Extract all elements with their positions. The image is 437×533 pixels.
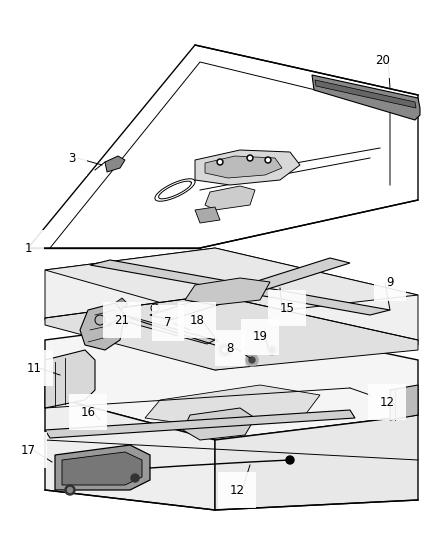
Polygon shape bbox=[195, 150, 300, 185]
Polygon shape bbox=[195, 207, 220, 223]
Circle shape bbox=[219, 344, 231, 356]
Circle shape bbox=[267, 158, 270, 161]
Polygon shape bbox=[145, 385, 320, 428]
Polygon shape bbox=[115, 298, 128, 310]
Polygon shape bbox=[45, 248, 418, 370]
Text: 1: 1 bbox=[24, 241, 32, 254]
Circle shape bbox=[249, 357, 255, 363]
Polygon shape bbox=[28, 45, 418, 248]
Polygon shape bbox=[90, 260, 390, 315]
Polygon shape bbox=[105, 156, 125, 172]
Circle shape bbox=[246, 354, 258, 366]
Circle shape bbox=[217, 342, 233, 358]
Text: 15: 15 bbox=[280, 302, 295, 314]
Polygon shape bbox=[390, 385, 418, 420]
Polygon shape bbox=[45, 395, 215, 510]
Circle shape bbox=[218, 160, 222, 164]
Circle shape bbox=[131, 474, 139, 482]
Circle shape bbox=[223, 348, 227, 352]
Polygon shape bbox=[315, 80, 416, 108]
Polygon shape bbox=[45, 410, 355, 438]
Circle shape bbox=[221, 346, 229, 354]
Polygon shape bbox=[205, 156, 282, 178]
Circle shape bbox=[265, 157, 271, 163]
Circle shape bbox=[286, 456, 294, 464]
Text: 3: 3 bbox=[68, 151, 76, 165]
Text: 20: 20 bbox=[375, 53, 390, 67]
Polygon shape bbox=[150, 258, 350, 320]
Polygon shape bbox=[120, 316, 215, 344]
Circle shape bbox=[65, 485, 75, 495]
Polygon shape bbox=[62, 452, 142, 485]
Polygon shape bbox=[215, 415, 418, 510]
Polygon shape bbox=[80, 303, 125, 350]
Circle shape bbox=[247, 155, 253, 161]
Polygon shape bbox=[45, 350, 95, 408]
Circle shape bbox=[67, 488, 73, 492]
Polygon shape bbox=[185, 278, 270, 305]
Circle shape bbox=[249, 157, 252, 159]
Text: 18: 18 bbox=[190, 313, 205, 327]
Circle shape bbox=[267, 345, 277, 355]
Text: 21: 21 bbox=[114, 313, 129, 327]
Polygon shape bbox=[205, 186, 255, 210]
Polygon shape bbox=[45, 318, 418, 440]
Polygon shape bbox=[55, 445, 150, 490]
Text: 16: 16 bbox=[80, 406, 96, 418]
Polygon shape bbox=[312, 75, 420, 120]
Text: 19: 19 bbox=[253, 330, 267, 343]
Polygon shape bbox=[45, 295, 418, 370]
Polygon shape bbox=[183, 408, 255, 440]
Text: 9: 9 bbox=[386, 277, 394, 289]
Circle shape bbox=[217, 159, 223, 165]
Circle shape bbox=[270, 348, 274, 352]
Text: 12: 12 bbox=[379, 395, 395, 408]
Text: 11: 11 bbox=[27, 361, 42, 375]
Text: 12: 12 bbox=[229, 483, 244, 497]
Polygon shape bbox=[45, 248, 418, 318]
Text: 8: 8 bbox=[226, 342, 234, 354]
Text: 17: 17 bbox=[21, 443, 35, 456]
Text: 7: 7 bbox=[164, 317, 172, 329]
